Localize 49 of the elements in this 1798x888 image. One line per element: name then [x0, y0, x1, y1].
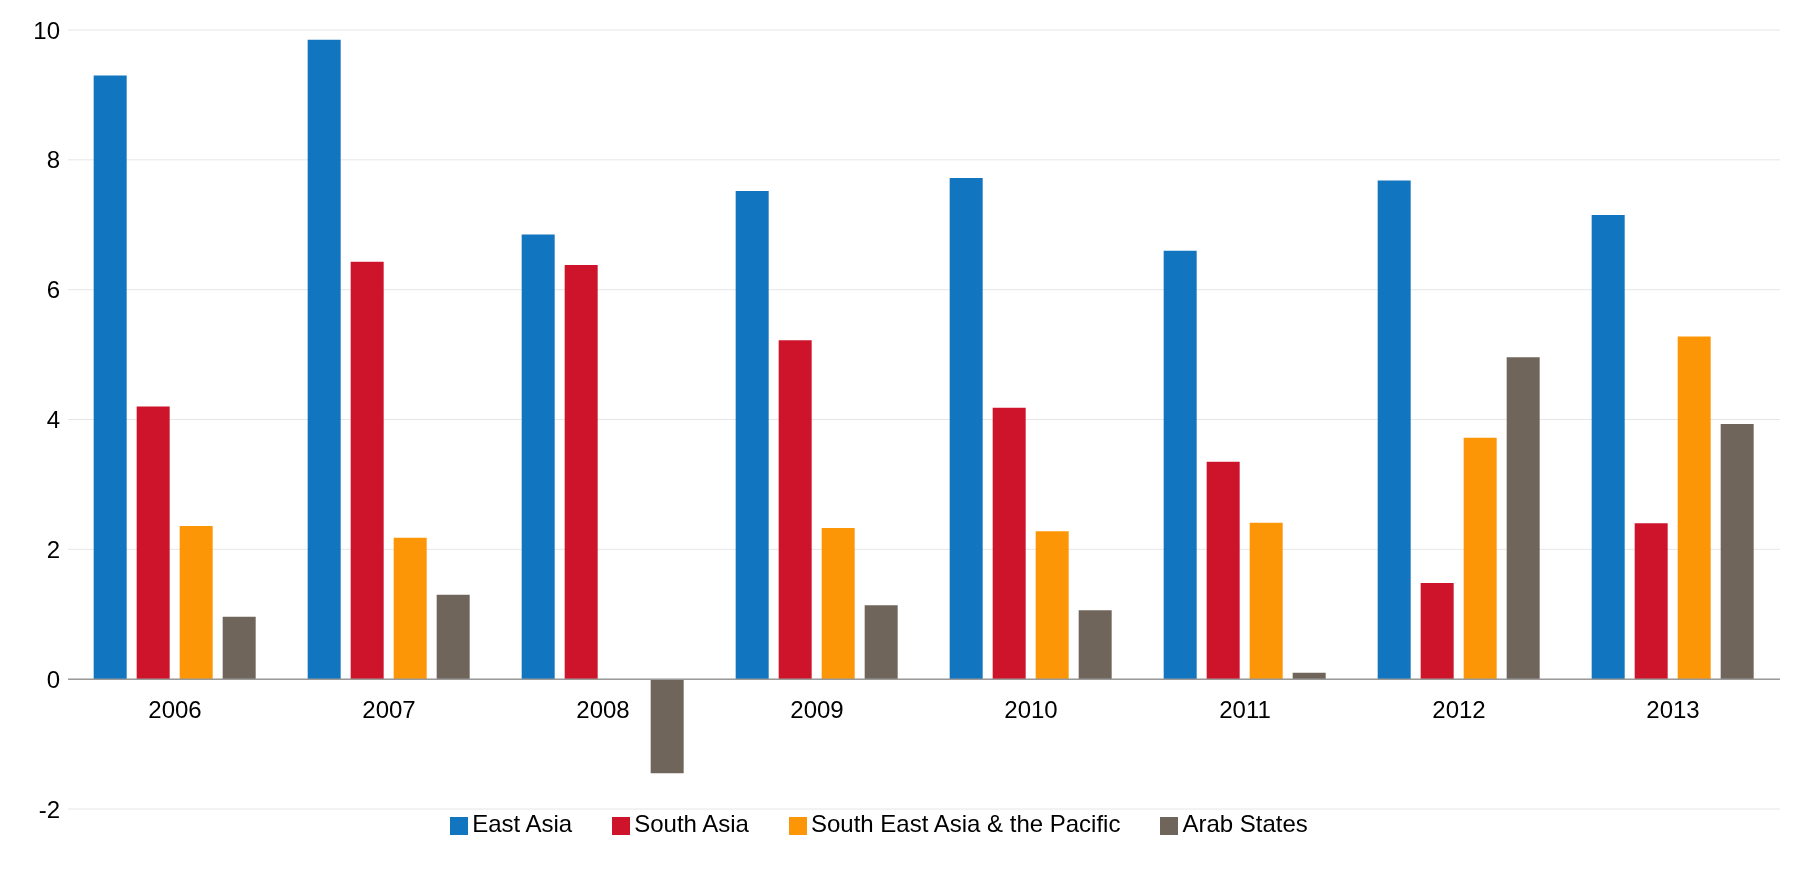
x-tick-label: 2012: [1432, 696, 1486, 723]
bar: [393, 537, 427, 680]
bar: [1720, 424, 1754, 680]
x-tick-label: 2009: [790, 696, 844, 723]
x-tick-label: 2008: [576, 696, 630, 723]
bar: [350, 261, 384, 680]
bar: [1506, 357, 1540, 680]
x-tick-label: 2010: [1004, 696, 1058, 723]
bar: [1591, 215, 1625, 680]
bar: [1420, 583, 1454, 680]
bar: [307, 39, 341, 680]
bar: [1677, 336, 1711, 680]
bar: [564, 265, 598, 680]
bar: [1634, 523, 1668, 680]
y-tick-label: 10: [33, 16, 60, 44]
bar: [1463, 437, 1497, 680]
x-tick-label: 2011: [1219, 696, 1271, 723]
legend-label: South East Asia & the Pacific: [810, 810, 1121, 837]
y-tick-label: 2: [46, 535, 60, 563]
bar: [778, 340, 812, 680]
x-tick-label: 2013: [1646, 696, 1700, 723]
bar: [992, 407, 1026, 680]
bar: [864, 605, 898, 680]
bar: [1035, 531, 1069, 680]
bar: [650, 679, 684, 774]
bar: [1377, 180, 1411, 680]
bar: [949, 178, 983, 680]
bar: [1249, 522, 1283, 680]
bar: [93, 75, 127, 680]
bar: [436, 594, 470, 680]
y-tick-label: -2: [38, 795, 60, 823]
bar: [179, 525, 213, 680]
bar: [1206, 461, 1240, 680]
y-tick-label: 8: [46, 146, 60, 174]
bar: [735, 190, 769, 680]
bar: [521, 234, 555, 680]
x-tick-label: 2006: [148, 696, 202, 723]
bar: [821, 527, 855, 680]
bar: [222, 616, 256, 680]
bar: [1163, 250, 1197, 680]
y-tick-label: 4: [46, 406, 60, 434]
legend-label: Arab States: [1182, 810, 1308, 837]
bar: [1078, 610, 1112, 680]
legend-label: East Asia: [472, 810, 573, 837]
y-tick-label: 0: [46, 665, 60, 693]
legend-label: South Asia: [634, 810, 749, 837]
x-tick-label: 2007: [362, 696, 416, 723]
bar: [136, 406, 170, 680]
y-tick-label: 6: [46, 276, 60, 304]
